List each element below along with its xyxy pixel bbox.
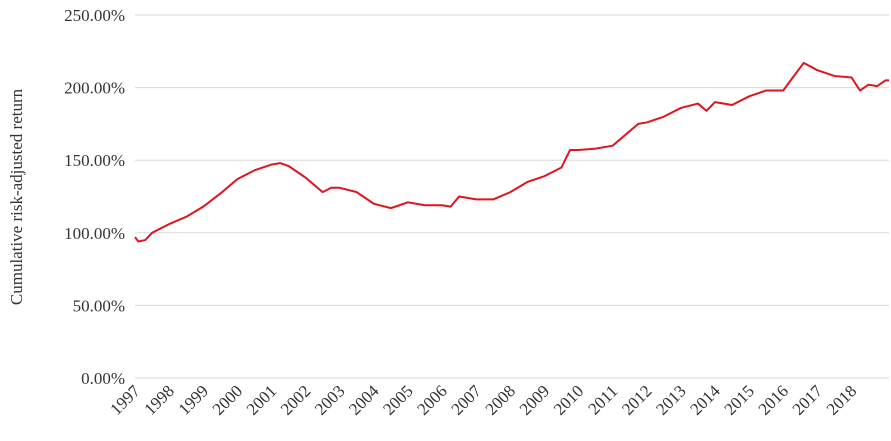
x-tick-label: 2008 [482, 381, 519, 418]
x-tick-label: 2007 [448, 381, 486, 419]
x-tick-label: 2014 [686, 381, 724, 419]
x-tick-label: 2016 [755, 381, 792, 418]
x-tick-label: 2010 [550, 381, 587, 418]
x-tick-label: 1999 [175, 381, 212, 418]
x-tick-label: 2006 [413, 381, 450, 418]
x-tick-label: 2001 [243, 381, 280, 418]
x-tick-label: 2002 [277, 381, 314, 418]
x-tick-label: 2005 [379, 381, 416, 418]
y-tick-label: 250.00% [64, 6, 125, 25]
x-tick-label: 2004 [345, 381, 383, 419]
x-tick-label: 2013 [652, 381, 689, 418]
y-tick-label: 100.00% [64, 224, 125, 243]
x-tick-label: 2012 [618, 381, 655, 418]
x-tick-label: 2009 [516, 381, 553, 418]
x-tick-label: 1998 [140, 381, 177, 418]
data-line [134, 61, 889, 243]
y-tick-label: 50.00% [73, 296, 125, 315]
y-tick-label: 150.00% [64, 151, 125, 170]
x-tick-label: 2003 [311, 381, 348, 418]
x-tick-label: 2015 [720, 381, 757, 418]
x-tick-label: 2000 [209, 381, 246, 418]
x-tick-label: 2017 [789, 381, 827, 419]
x-tick-label: 2018 [823, 381, 860, 418]
x-tick-label: 2011 [584, 381, 621, 418]
y-tick-label: 200.00% [64, 79, 125, 98]
y-tick-label: 0.00% [81, 369, 125, 388]
y-axis-label: Cumulative risk-adjusted return [7, 88, 26, 305]
